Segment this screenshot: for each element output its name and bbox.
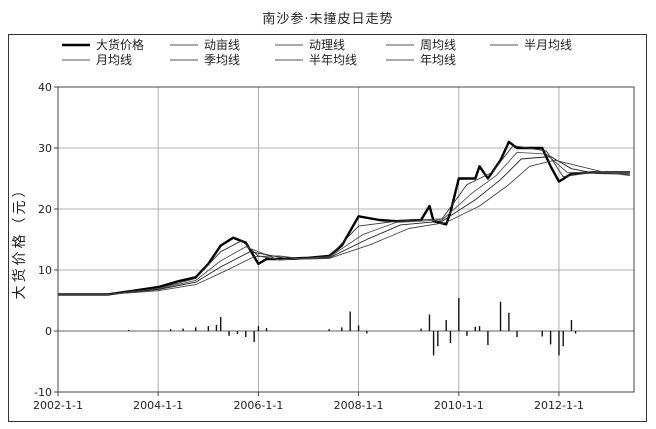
y-tick-label: 0 xyxy=(45,325,52,338)
y-tick-label: 10 xyxy=(38,264,52,277)
legend-item: 月均线 xyxy=(96,53,132,67)
y-tick-label: 30 xyxy=(38,142,52,155)
legend-item: 动理线 xyxy=(309,38,345,52)
legend-item: 动亩线 xyxy=(204,37,240,52)
x-tick-label: 2002-1-1 xyxy=(33,399,83,412)
x-tick-label: 2006-1-1 xyxy=(233,399,283,412)
legend-item: 半年均线 xyxy=(309,53,357,67)
x-tick-label: 2008-1-1 xyxy=(334,399,384,412)
volume-bars xyxy=(58,298,634,356)
plot-area xyxy=(57,86,635,393)
axes: -10 0 10 20 30 40 2002-1-1 2004-1-1 2006-1-1 2008… xyxy=(33,81,635,412)
legend-item: 季均线 xyxy=(204,53,240,67)
x-tick-label: 2012-1-1 xyxy=(534,399,584,412)
chart-title: 南沙参·未撞皮日走势 xyxy=(262,12,394,27)
y-tick-label: 40 xyxy=(38,81,52,94)
series-lines xyxy=(58,140,630,296)
legend-item: 大货价格 xyxy=(96,37,144,52)
legend-item: 年均线 xyxy=(420,53,456,67)
series-line-半年均线 xyxy=(58,156,630,295)
series-line-大货价格 xyxy=(58,140,630,296)
series-line-季均线 xyxy=(58,151,630,295)
y-tick-label: 20 xyxy=(38,203,52,216)
legend-item: 半月均线 xyxy=(524,38,572,52)
y-axis-label: 大货价格（元） xyxy=(11,181,28,300)
x-tick-label: 2004-1-1 xyxy=(133,399,183,412)
series-line-年均线 xyxy=(58,159,630,295)
chart-frame xyxy=(8,34,647,422)
y-tick-label: -10 xyxy=(34,386,52,399)
x-tick-label: 2010-1-1 xyxy=(434,399,484,412)
series-line-月均线 xyxy=(58,145,630,295)
legend-item: 周均线 xyxy=(420,38,456,52)
